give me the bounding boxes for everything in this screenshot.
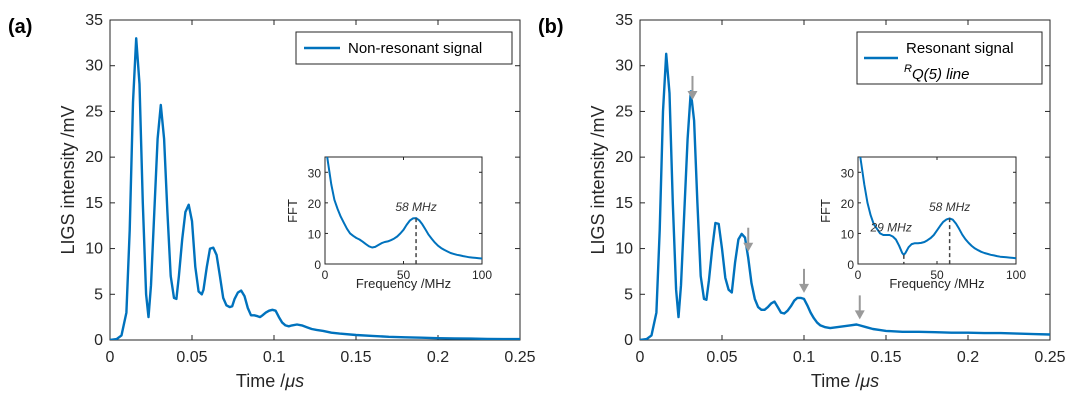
inset-tick-labels: 0 50 100 0 10 20 30 bbox=[308, 166, 493, 282]
arrow-head-icon bbox=[854, 310, 865, 320]
inset-y-tick-label: 0 bbox=[847, 258, 854, 272]
panel-label-b: (b) bbox=[538, 16, 564, 38]
inset-x-tick-label: 100 bbox=[472, 268, 492, 282]
y-axis-label: LIGS intensity /mV bbox=[588, 105, 608, 254]
legend: Non-resonant signal bbox=[295, 31, 513, 65]
y-tick-label: 10 bbox=[615, 241, 633, 258]
x-tick-label: 0 bbox=[106, 349, 115, 366]
x-axis-label: Time /μs bbox=[236, 371, 304, 391]
y-tick-label: 35 bbox=[85, 12, 103, 29]
x-tick-label: 0.25 bbox=[1034, 349, 1065, 366]
y-tick-label: 20 bbox=[85, 149, 103, 166]
annotation-58mhz: 58 MHz bbox=[395, 200, 436, 214]
inset-ticks bbox=[324, 157, 483, 265]
x-tick-label: 0.05 bbox=[706, 349, 737, 366]
y-tick-label: 30 bbox=[615, 58, 633, 75]
inset-fft-line bbox=[326, 157, 482, 260]
y-tick-label: 5 bbox=[624, 286, 633, 303]
x-tick-label: 0.05 bbox=[176, 349, 207, 366]
legend-subtitle: RQ(5) line bbox=[904, 63, 969, 83]
y-tick-label: 15 bbox=[85, 195, 103, 212]
tick-labels: 0 0.05 0.1 0.15 0.2 0.25 0 5 10 15 20 25 30 35 bbox=[615, 12, 1065, 366]
legend-entry: Resonant signal bbox=[906, 40, 1014, 57]
inset-y-tick-label: 20 bbox=[841, 197, 855, 211]
inset-frame bbox=[857, 156, 1017, 265]
inset-y-tick-label: 10 bbox=[841, 227, 855, 241]
inset-ticks bbox=[857, 157, 1017, 265]
x-tick-label: 0.15 bbox=[340, 349, 371, 366]
panel-b: (b) 0 0.05 0.1 0.15 0.2 0.25 0 5 10 15 20 25 30 35 Ti… bbox=[538, 12, 1066, 391]
arrow-head-icon bbox=[743, 242, 754, 252]
x-tick-label: 0.2 bbox=[957, 349, 979, 366]
inset-x-tick-label: 0 bbox=[855, 268, 862, 282]
inset-tick-labels: 0 50 100 0 10 20 30 bbox=[841, 166, 1027, 282]
inset-x-label: Frequency /MHz bbox=[889, 276, 984, 291]
y-tick-label: 0 bbox=[94, 332, 103, 349]
x-tick-label: 0.1 bbox=[793, 349, 815, 366]
y-axis-label: LIGS intensity /mV bbox=[58, 105, 78, 254]
x-tick-label: 0 bbox=[636, 349, 645, 366]
y-tick-label: 15 bbox=[615, 195, 633, 212]
x-tick-label: 0.25 bbox=[504, 349, 535, 366]
inset-x-tick-label: 50 bbox=[397, 268, 411, 282]
inset-y-label: FFT bbox=[285, 199, 300, 223]
arrow-head-icon bbox=[799, 283, 809, 293]
arrows bbox=[687, 75, 865, 320]
inset-x-tick-label: 0 bbox=[322, 268, 329, 282]
inset-fft-line bbox=[859, 157, 1016, 260]
inset-frame bbox=[324, 156, 483, 265]
annotation-29mhz: 29 MHz bbox=[869, 220, 911, 234]
legend-entry: Non-resonant signal bbox=[348, 40, 482, 57]
inset-y-tick-label: 30 bbox=[308, 166, 322, 180]
inset-x-tick-label: 50 bbox=[930, 268, 944, 282]
inset-y-tick-label: 10 bbox=[308, 227, 322, 241]
y-tick-label: 35 bbox=[615, 12, 633, 29]
x-tick-label: 0.1 bbox=[263, 349, 285, 366]
y-tick-label: 25 bbox=[615, 103, 633, 120]
y-tick-label: 0 bbox=[624, 332, 633, 349]
x-axis-label: Time /μs bbox=[811, 371, 879, 391]
series-line-resonant bbox=[640, 52, 1050, 340]
inset-x-tick-label: 100 bbox=[1006, 268, 1026, 282]
series-line-non-resonant bbox=[110, 37, 520, 340]
panel-label-a: (a) bbox=[8, 16, 32, 38]
inset-a: 0 50 100 0 10 20 30 Frequency /MHz FFT 58 MHz bbox=[285, 156, 493, 291]
arrow-head-icon bbox=[687, 90, 698, 100]
y-tick-label: 20 bbox=[615, 149, 633, 166]
tick-labels: 0 0.05 0.1 0.15 0.2 0.25 0 5 10 15 20 25 30 35 bbox=[85, 12, 535, 366]
y-tick-label: 10 bbox=[85, 241, 103, 258]
legend: Resonant signal RQ(5) line bbox=[856, 31, 1043, 85]
y-tick-label: 25 bbox=[85, 103, 103, 120]
inset-y-label: FFT bbox=[818, 199, 833, 223]
x-tick-label: 0.2 bbox=[427, 349, 449, 366]
x-tick-label: 0.15 bbox=[870, 349, 901, 366]
annotation-58mhz: 58 MHz bbox=[929, 200, 970, 214]
inset-y-tick-label: 30 bbox=[841, 166, 855, 180]
inset-y-tick-label: 20 bbox=[308, 197, 322, 211]
inset-y-tick-label: 0 bbox=[314, 258, 321, 272]
y-tick-label: 5 bbox=[94, 286, 103, 303]
inset-x-label: Frequency /MHz bbox=[356, 276, 451, 291]
y-tick-label: 30 bbox=[85, 58, 103, 75]
panel-a: (a) 0 0.05 0.1 0.15 0.2 0.25 0 5 10 15 20 25 30 35 Ti… bbox=[8, 12, 536, 391]
